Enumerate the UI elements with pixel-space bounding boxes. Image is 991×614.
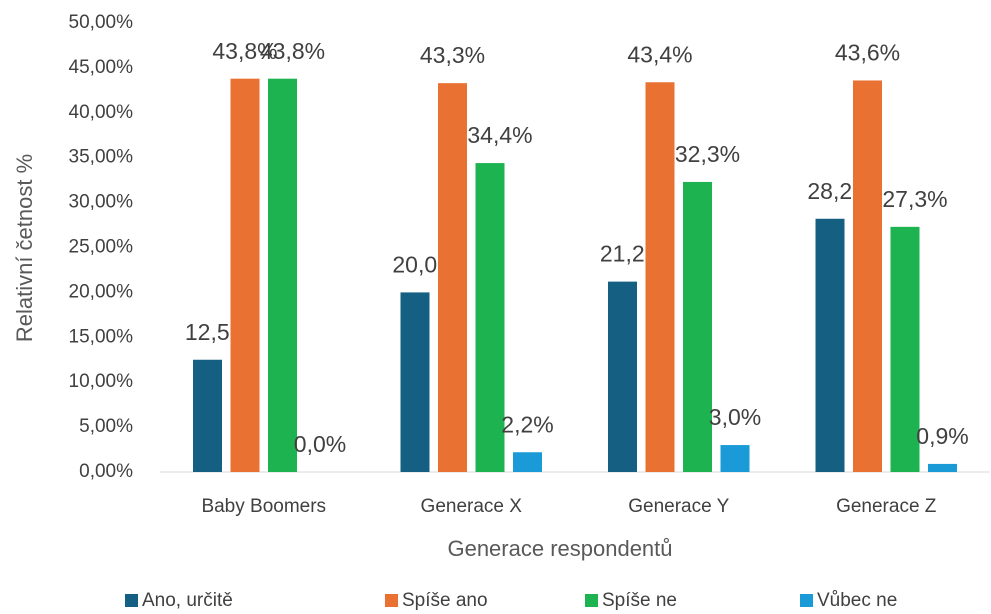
y-tick-label: 35,00% (69, 147, 134, 168)
value-label: 2,2% (501, 411, 553, 437)
x-axis-title: Generace respondentů (447, 536, 672, 561)
value-label: 32,3% (675, 141, 740, 167)
bar (853, 80, 882, 473)
value-label: 0,9% (916, 423, 968, 449)
bar (815, 218, 845, 472)
value-label: 43,8% (260, 38, 325, 64)
legend-swatch (800, 594, 813, 607)
y-tick-label: 45,00% (69, 57, 134, 78)
value-label: 43,8% (212, 38, 277, 64)
value-label: 27,3% (882, 186, 947, 212)
legend-swatch (385, 594, 398, 607)
bar (720, 445, 750, 472)
bar (230, 78, 260, 473)
legend-swatch (585, 594, 598, 607)
bar (268, 78, 297, 473)
bar (438, 83, 467, 472)
value-label: 43,6% (835, 40, 900, 66)
y-tick-label: 25,00% (69, 237, 134, 258)
legend-swatch (125, 594, 138, 607)
value-label: 3,0% (709, 404, 761, 430)
bar (645, 82, 675, 472)
bar (928, 463, 957, 472)
bar (683, 181, 712, 473)
x-tick-label: Generace Y (628, 496, 729, 517)
y-tick-label: 15,00% (69, 326, 134, 347)
legend-label: Vůbec ne (817, 590, 897, 611)
y-tick-label: 10,00% (69, 371, 134, 392)
bar (193, 359, 222, 472)
bar (608, 281, 637, 472)
bar (400, 292, 430, 472)
y-tick-label: 30,00% (69, 192, 134, 213)
y-tick-label: 50,00% (69, 12, 134, 33)
legend-label: Spíše ano (402, 590, 488, 611)
value-label: 0,0% (294, 431, 346, 457)
bar (890, 226, 920, 472)
x-tick-label: Baby Boomers (201, 496, 326, 517)
y-axis-title: Relativní četnost % (12, 154, 37, 342)
x-tick-label: Generace Z (836, 496, 937, 517)
legend-label: Ano, určitě (142, 590, 233, 611)
y-tick-label: 5,00% (79, 416, 133, 437)
y-tick-label: 0,00% (79, 461, 133, 482)
x-tick-label: Generace X (421, 496, 523, 517)
bar (513, 452, 542, 472)
y-tick-label: 40,00% (69, 102, 134, 123)
value-label: 34,4% (467, 122, 532, 148)
value-label: 43,3% (420, 42, 485, 68)
bar (475, 163, 505, 472)
y-tick-label: 20,00% (69, 281, 134, 302)
value-label: 43,4% (627, 41, 692, 67)
legend-label: Spíše ne (602, 590, 677, 611)
